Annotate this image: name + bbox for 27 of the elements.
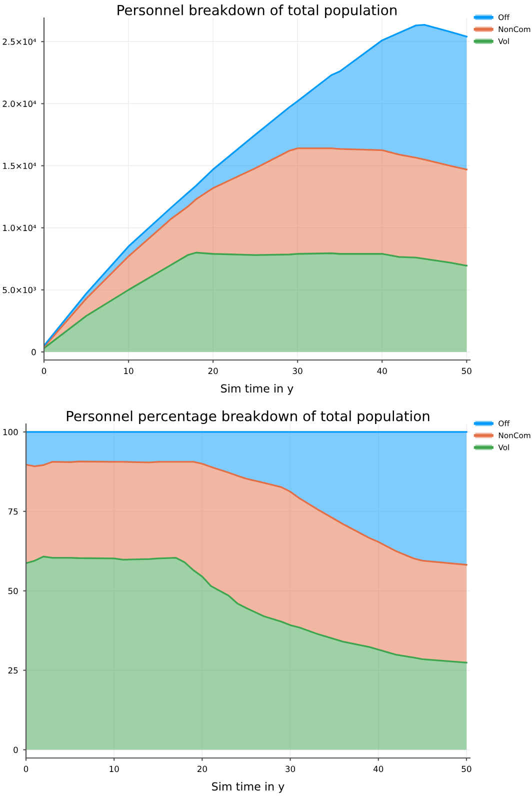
- chart-title: Personnel percentage breakdown of total population: [66, 410, 430, 424]
- y-tick-label: 0: [14, 746, 18, 754]
- y-tick-label: 2.5×10⁴: [2, 38, 36, 45]
- y-tick-label: 50: [8, 588, 18, 594]
- y-tick-label: 1.5×10⁴: [3, 162, 36, 170]
- x-tick-label: 50: [462, 368, 472, 374]
- x-tick-label: 50: [462, 766, 472, 772]
- x-tick-label: 20: [198, 766, 207, 772]
- y-tick-label: 75: [8, 508, 18, 515]
- x-tick-label: 0: [42, 368, 46, 374]
- y-tick-label: 1.0×10⁴: [3, 224, 36, 232]
- chart-title: Personnel breakdown of total population: [118, 4, 397, 18]
- y-tick-label: 25: [8, 667, 18, 674]
- y-tick-label: 5.0×10³: [2, 286, 36, 294]
- x-tick-label: 0: [24, 766, 28, 772]
- x-tick-label: 40: [377, 368, 387, 374]
- x-tick-label: 30: [292, 368, 302, 374]
- x-tick-label: 10: [110, 766, 119, 772]
- x-tick-label: 10: [124, 368, 134, 374]
- x-tick-label: 20: [208, 368, 218, 374]
- x-tick-label: 30: [286, 766, 296, 772]
- x-axis-title: Sim time in y: [221, 384, 294, 395]
- x-tick-label: 40: [373, 766, 384, 772]
- x-axis-title: Sim time in y: [212, 782, 284, 793]
- y-tick-label: 0: [32, 348, 36, 356]
- y-tick-label: 2.0×10⁴: [2, 100, 36, 107]
- y-tick-label: 100: [3, 428, 18, 436]
